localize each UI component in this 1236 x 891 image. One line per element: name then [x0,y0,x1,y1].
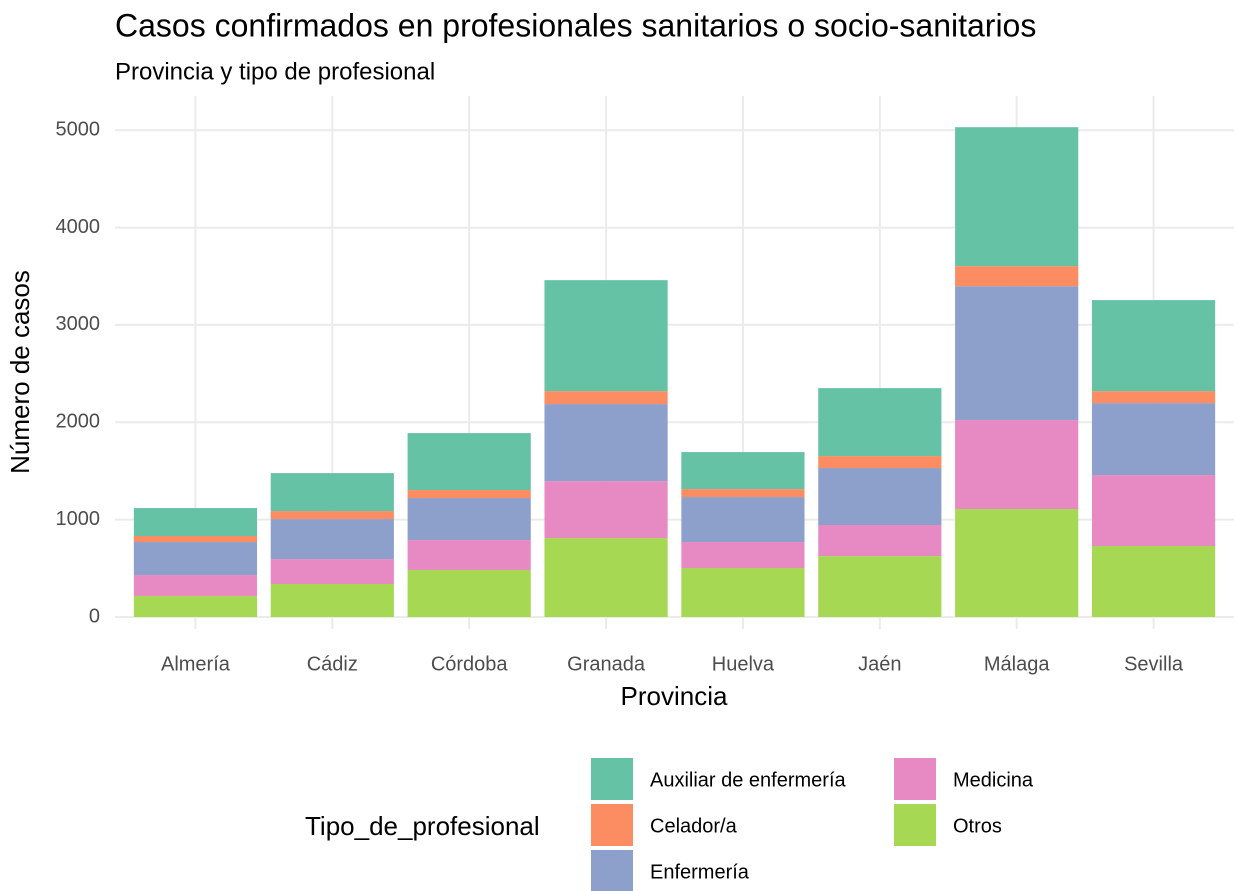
bar-segment [955,509,1079,617]
bar-segment [1091,546,1216,617]
x-tick-label: Sevilla [1124,653,1184,675]
bar-segment [270,583,394,617]
bar-segment [544,538,668,617]
bar-segment [955,266,1079,287]
bar-segment [681,497,805,543]
legend-label: Auxiliar de enfermería [650,769,847,791]
legend-key [591,850,633,891]
y-tick-label: 0 [89,605,100,627]
legend-label: Medicina [953,769,1034,791]
bar-segment [133,542,258,576]
legend-label: Enfermería [650,861,750,883]
bar-segment [681,489,805,498]
bar-segment [407,498,531,541]
bar-segment [818,388,942,457]
bar-segment [133,535,258,543]
bar-segment [1091,403,1216,476]
y-tick-label: 2000 [56,411,101,433]
bar-segment [544,280,668,392]
bar-segment [818,468,942,525]
x-tick-label: Córdoba [431,653,509,675]
chart-subtitle: Provincia y tipo de profesional [115,58,435,85]
y-tick-label: 5000 [56,118,101,140]
bar-segment [544,404,668,482]
legend-title: Tipo_de_profesional [305,811,540,841]
legend-key [894,804,936,846]
x-tick-label: Cádiz [307,653,358,675]
x-tick-label: Jaén [858,653,901,675]
y-axis-title: Número de casos [5,270,35,474]
legend-key [894,758,936,800]
legend-key [591,804,633,846]
bar-segment [544,391,668,405]
y-tick-label: 3000 [56,313,101,335]
bar-segment [681,452,805,490]
bar-segment [1091,475,1216,547]
bar-segment [818,524,942,557]
bar-segment [270,559,394,584]
bar-segment [133,595,258,617]
x-tick-label: Huelva [712,653,775,675]
x-tick-label: Almería [161,653,231,675]
y-tick-label: 1000 [56,508,101,530]
bar-segment [133,575,258,596]
legend-label: Celador/a [650,815,738,837]
bar-segment [407,490,531,499]
y-tick-label: 4000 [56,216,101,238]
bar-segment [270,519,394,560]
bar-segment [681,542,805,569]
x-axis-title: Provincia [621,681,728,711]
bar-segment [407,569,531,617]
bar-segment [681,568,805,617]
bar-segment [270,473,394,512]
x-tick-label: Granada [567,653,646,675]
bar-segment [133,508,258,536]
bar-segment [818,556,942,617]
legend-label: Otros [953,815,1002,837]
bar-segment [270,511,394,520]
bar-segment [955,420,1079,510]
bar-segment [955,127,1079,267]
bar-segment [955,286,1079,421]
bar-segment [544,481,668,539]
bar-segment [407,540,531,570]
bar-segment [407,433,531,491]
bar-segment [818,456,942,469]
bar-segment [1091,300,1216,392]
legend-key [591,758,633,800]
chart-title: Casos confirmados en profesionales sanit… [115,7,1036,43]
x-tick-label: Málaga [984,653,1050,675]
bar-segment [1091,391,1216,404]
